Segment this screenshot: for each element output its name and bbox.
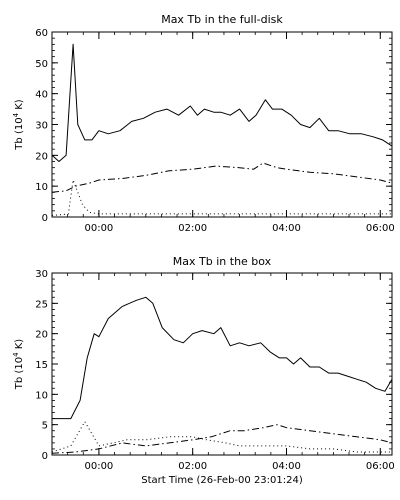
y-tick-label: 30	[35, 121, 48, 132]
y-axis-label-main: Tb (10	[14, 357, 25, 390]
x-tick-label: 00:00	[84, 461, 113, 472]
y-axis-label-exponent: 4	[12, 352, 20, 357]
y-tick-label: 0	[42, 213, 48, 224]
y-axis-label-main: Tb (10	[14, 117, 25, 150]
y-axis-label-unit: K)	[14, 99, 25, 113]
series-line-dashdot	[51, 162, 393, 193]
series-line-dotted	[51, 421, 392, 453]
y-tick-label: 15	[35, 360, 48, 371]
y-tick-label: 10	[35, 182, 48, 193]
y-axis-label: Tb (104 K)	[12, 99, 25, 150]
y-tick-label: 25	[35, 299, 48, 310]
y-axis-label: Tb (104 K)	[12, 339, 25, 390]
x-tick-label: 02:00	[178, 223, 207, 234]
y-tick-label: 20	[35, 330, 48, 341]
y-tick-label: 50	[35, 59, 48, 70]
chart-title: Max Tb in the box	[173, 255, 272, 268]
series-line-dotted	[51, 179, 392, 216]
y-tick-label: 10	[35, 390, 48, 401]
x-tick-label: 04:00	[272, 461, 301, 472]
x-tick-label: 02:00	[178, 461, 207, 472]
x-tick-label: 06:00	[366, 223, 395, 234]
y-tick-label: 30	[35, 269, 48, 280]
x-tick-label: 06:00	[366, 461, 395, 472]
y-tick-label: 5	[42, 421, 48, 432]
y-tick-label: 20	[35, 151, 48, 162]
y-tick-label: 0	[42, 451, 48, 462]
x-tick-label: 00:00	[84, 223, 113, 234]
y-tick-label: 40	[35, 90, 48, 101]
y-axis-label-unit: K)	[14, 339, 25, 353]
series-line-solid	[52, 296, 393, 420]
plot-frame	[51, 272, 393, 456]
series-line-dashdot	[51, 424, 393, 454]
y-tick-label: 60	[35, 28, 48, 39]
chart-title: Max Tb in the full-disk	[161, 13, 283, 26]
x-tick-label: 04:00	[272, 223, 301, 234]
series-line-solid	[51, 43, 393, 162]
y-axis-label-exponent: 4	[12, 112, 20, 117]
x-axis-label: Start Time (26-Feb-00 23:01:24)	[141, 475, 303, 486]
chart-box: Max Tb in the box 0 5 10 15 20 25 30 00:00 02:00 0…	[12, 255, 395, 486]
plot-frame	[51, 31, 393, 218]
chart-full-disk: Max Tb in the full-disk 0 10 20 30 40 50 60 00:0…	[12, 13, 395, 234]
